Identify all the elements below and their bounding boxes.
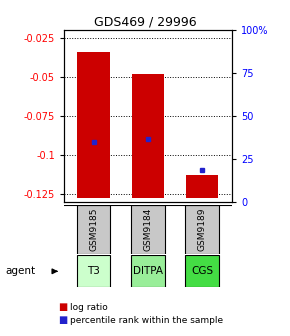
Bar <box>185 205 219 254</box>
Bar <box>77 255 110 287</box>
Bar <box>186 175 218 199</box>
Text: GSM9184: GSM9184 <box>143 208 153 251</box>
Bar <box>131 205 165 254</box>
Text: GSM9189: GSM9189 <box>198 208 207 251</box>
Bar <box>185 255 219 287</box>
Text: GDS469 / 29996: GDS469 / 29996 <box>94 15 196 28</box>
Bar <box>131 255 165 287</box>
Text: ■: ■ <box>58 302 67 312</box>
Bar <box>77 52 110 199</box>
Text: log ratio: log ratio <box>70 303 107 312</box>
Text: DITPA: DITPA <box>133 266 163 276</box>
Text: agent: agent <box>6 266 36 276</box>
Text: GSM9185: GSM9185 <box>89 208 98 251</box>
Text: T3: T3 <box>87 266 100 276</box>
Bar <box>77 205 110 254</box>
Text: CGS: CGS <box>191 266 213 276</box>
Text: ■: ■ <box>58 315 67 325</box>
Text: percentile rank within the sample: percentile rank within the sample <box>70 316 223 325</box>
Bar <box>132 74 164 199</box>
